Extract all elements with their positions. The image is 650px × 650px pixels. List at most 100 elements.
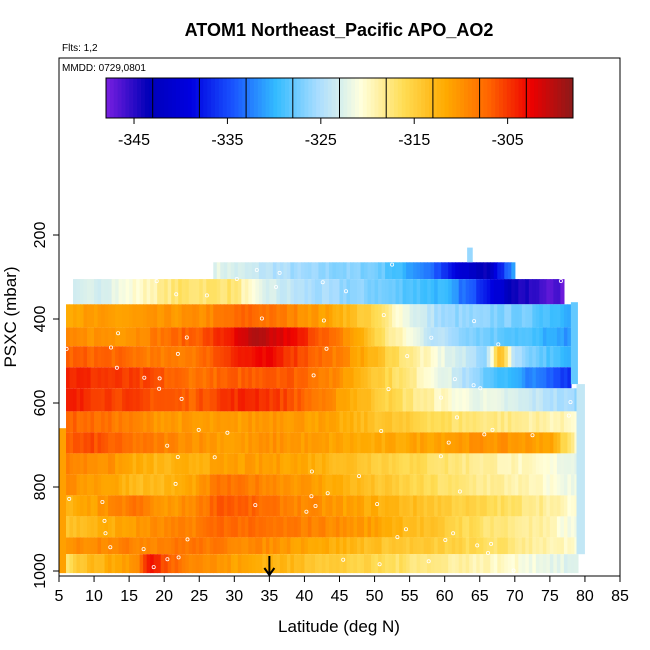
heatmap-cell <box>276 411 281 433</box>
heatmap-cell <box>202 495 207 517</box>
heatmap-cell <box>546 388 551 412</box>
sample-point <box>379 428 384 433</box>
heatmap-cell <box>378 279 383 305</box>
heatmap-cell <box>521 453 526 475</box>
heatmap-cell <box>251 346 256 368</box>
heatmap-cell <box>213 474 218 496</box>
heatmap-cell <box>83 453 88 475</box>
heatmap-cell <box>357 432 362 454</box>
colorbar-cell <box>378 78 383 118</box>
heatmap-cell <box>314 432 320 454</box>
heatmap-cell <box>311 516 316 538</box>
heatmap-cell <box>129 367 134 389</box>
heatmap-cell <box>188 346 193 368</box>
heatmap-cell <box>556 453 561 475</box>
heatmap-cell <box>378 411 383 433</box>
heatmap-cell <box>262 411 267 433</box>
heatmap-cell <box>174 388 179 412</box>
heatmap-cell <box>444 367 449 389</box>
heatmap-cell <box>521 432 526 454</box>
heatmap-cell <box>248 346 253 368</box>
heatmap-cell <box>174 367 179 389</box>
heatmap-cell <box>143 388 148 412</box>
heatmap-cell <box>279 474 284 496</box>
heatmap-cell <box>546 346 551 368</box>
heatmap-cell <box>343 388 348 412</box>
heatmap-cell <box>272 495 277 517</box>
heatmap-cell <box>279 367 284 389</box>
heatmap-cell <box>465 516 470 538</box>
heatmap-cell <box>430 262 435 280</box>
heatmap-cell <box>129 346 134 368</box>
heatmap-cell <box>150 516 155 538</box>
heatmap-cell <box>94 367 99 389</box>
heatmap-cell <box>188 388 193 412</box>
heatmap-cell <box>206 453 211 475</box>
heatmap-cell <box>164 495 169 517</box>
heatmap-cell <box>360 304 365 328</box>
colorbar-cell <box>226 78 232 118</box>
heatmap-cell <box>388 262 393 280</box>
heatmap-cell <box>125 474 130 496</box>
heatmap-cell <box>122 327 127 347</box>
heatmap-cell <box>392 262 397 280</box>
heatmap-cell <box>269 346 274 368</box>
heatmap-cell <box>321 388 327 412</box>
heatmap-cell <box>223 346 228 368</box>
heatmap-cell <box>80 453 85 475</box>
heatmap-cell <box>321 411 327 433</box>
heatmap-cell <box>346 537 351 555</box>
heatmap-cell <box>343 516 348 538</box>
heatmap-cell <box>237 279 242 305</box>
heatmap-cell <box>251 474 256 496</box>
colorbar-cell <box>444 78 449 118</box>
heatmap-cell <box>385 495 390 517</box>
heatmap-cell <box>448 474 453 496</box>
heatmap-cell <box>164 432 169 454</box>
heatmap-cell <box>230 304 235 328</box>
heatmap-cell <box>283 432 288 454</box>
heatmap-cell <box>413 474 418 496</box>
colorbar-cell <box>464 78 469 118</box>
heatmap-cell <box>223 327 228 347</box>
colorbar-cell <box>440 78 446 118</box>
heatmap-cell <box>174 279 179 305</box>
sample-point <box>157 376 162 381</box>
sample-point <box>452 377 457 382</box>
heatmap-cell <box>314 367 320 389</box>
heatmap-cell <box>157 304 162 328</box>
colorbar-cell <box>288 78 294 118</box>
colorbar-cell <box>249 78 255 118</box>
heatmap-cell <box>490 367 495 389</box>
heatmap-cell <box>160 304 165 328</box>
heatmap-cell <box>385 346 390 368</box>
heatmap-cell <box>104 327 109 347</box>
heatmap-cell <box>493 304 498 328</box>
heatmap-cell <box>206 554 211 574</box>
heatmap-cell <box>164 411 169 433</box>
heatmap-cell <box>493 495 498 517</box>
heatmap-cell <box>532 495 537 517</box>
heatmap-cell <box>160 495 165 517</box>
heatmap-cell <box>423 367 428 389</box>
heatmap-cell <box>332 346 337 368</box>
heatmap-cell <box>307 411 313 433</box>
heatmap-cell <box>122 388 127 412</box>
heatmap-cell <box>150 453 155 475</box>
heatmap-cell <box>385 453 390 475</box>
colorbar-cell <box>514 78 520 118</box>
heatmap-cell <box>157 495 162 517</box>
heatmap-cell <box>465 554 470 574</box>
heatmap-cell <box>493 453 498 475</box>
heatmap-cell <box>171 327 176 347</box>
heatmap-cell <box>73 304 78 328</box>
heatmap-cell <box>276 388 281 412</box>
heatmap-cell <box>539 346 544 368</box>
heatmap-cell <box>146 279 151 305</box>
heatmap-cell <box>539 495 544 517</box>
heatmap-cell <box>139 388 144 412</box>
heatmap-cell <box>297 411 302 433</box>
heatmap-cell <box>69 388 74 412</box>
heatmap-cell <box>153 388 158 412</box>
heatmap-cell <box>90 367 95 389</box>
